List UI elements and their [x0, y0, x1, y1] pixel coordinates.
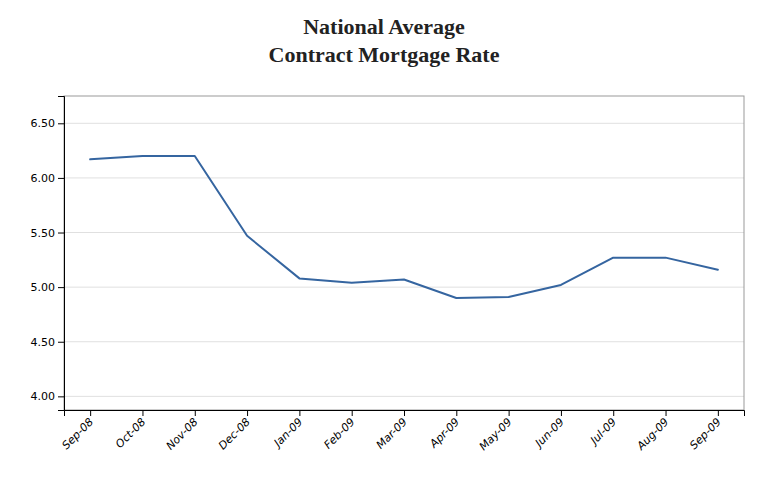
- x-tick-label: Feb-09: [321, 416, 357, 452]
- x-tick-label: Aug-09: [634, 416, 672, 454]
- grid-line: [64, 123, 744, 124]
- chart-title-line: National Average: [303, 14, 465, 39]
- x-tick-mark: [404, 410, 405, 416]
- y-tick-mark: [58, 123, 64, 124]
- x-tick-mark: [509, 410, 510, 416]
- x-tick: Nov-08: [164, 410, 201, 453]
- x-tick-label: Apr-09: [427, 416, 463, 452]
- x-tick-mark: [666, 410, 667, 416]
- x-tick-mark: [352, 410, 353, 416]
- x-axis: Sep-08 Oct-08 Nov-08 Dec-08 Jan-09 Feb-09 Mar-…: [59, 410, 744, 453]
- chart-title: National Average Contract Mortgage Rate: [269, 14, 500, 67]
- y-tick-mark: [58, 342, 64, 343]
- x-tick-mark: [90, 410, 91, 416]
- chart-container: National Average Contract Mortgage Rate 4.…: [0, 0, 768, 480]
- grid-line: [64, 177, 744, 178]
- grid-line: [64, 341, 744, 342]
- y-tick-label: 4.50: [31, 336, 56, 349]
- x-tick: Jan-09: [270, 410, 305, 451]
- marks: [90, 156, 718, 298]
- y-tick: 6.00: [31, 172, 65, 185]
- y-tick-label: 6.00: [31, 172, 56, 185]
- x-tick-label: Jan-09: [270, 416, 305, 451]
- y-axis-line: [58, 97, 65, 411]
- x-axis-line: [65, 411, 745, 417]
- grid: [64, 123, 744, 396]
- plot-frame: [64, 96, 744, 410]
- y-axis: 4.00 4.50 5.00 5.50 6.00 6.50: [31, 97, 65, 411]
- x-tick-label: May-09: [477, 416, 515, 454]
- x-tick: Mar-09: [374, 410, 410, 452]
- x-tick-mark: [718, 410, 719, 416]
- y-tick-label: 6.50: [31, 117, 56, 130]
- grid-line: [64, 232, 744, 233]
- x-tick-label: Nov-08: [164, 416, 201, 453]
- y-tick-label: 5.50: [31, 227, 56, 240]
- chart-title-line: Contract Mortgage Rate: [269, 42, 500, 67]
- x-tick-mark: [299, 410, 300, 416]
- x-tick-label: Mar-09: [374, 416, 410, 452]
- x-tick: Aug-09: [634, 410, 672, 453]
- y-tick: 4.00: [31, 390, 65, 403]
- x-tick-label: Sep-08: [59, 416, 96, 453]
- y-tick-mark: [58, 287, 64, 288]
- x-tick-label: Sep-09: [687, 416, 724, 453]
- y-tick-mark: [58, 233, 64, 234]
- y-tick: 5.00: [31, 281, 65, 294]
- x-tick: Sep-09: [687, 410, 724, 452]
- x-tick: Dec-08: [216, 410, 253, 452]
- x-tick-mark: [613, 410, 614, 416]
- x-tick: Jun-09: [531, 410, 566, 451]
- x-tick: Sep-08: [59, 410, 96, 452]
- x-tick-label: Jul-09: [586, 416, 619, 449]
- y-tick: 5.50: [31, 227, 65, 240]
- x-tick: Jul-09: [586, 410, 619, 448]
- plot-area: 4.00 4.50 5.00 5.50 6.00 6.50 Sep-08 Oct-08 Nov-…: [31, 96, 745, 453]
- x-tick-mark: [456, 410, 457, 416]
- x-tick-label: Oct-08: [113, 416, 148, 451]
- x-tick: Apr-09: [427, 410, 463, 451]
- x-tick-mark: [247, 410, 248, 416]
- line: [90, 156, 718, 298]
- x-tick: Oct-08: [113, 410, 148, 451]
- y-tick-mark: [58, 396, 64, 397]
- y-tick-label: 5.00: [31, 281, 56, 294]
- y-tick-mark: [58, 178, 64, 179]
- chart-svg: National Average Contract Mortgage Rate 4.…: [0, 0, 768, 480]
- x-tick-mark: [195, 410, 196, 416]
- y-tick-label: 4.00: [31, 390, 56, 403]
- x-tick: May-09: [477, 410, 515, 453]
- x-tick: Feb-09: [321, 410, 357, 452]
- grid-line: [64, 287, 744, 288]
- x-tick-mark: [561, 410, 562, 416]
- x-tick-label: Jun-09: [531, 416, 566, 451]
- grid-line: [64, 396, 744, 397]
- x-tick-label: Dec-08: [216, 416, 253, 453]
- x-tick-mark: [142, 410, 143, 416]
- y-tick: 4.50: [31, 336, 65, 349]
- y-tick: 6.50: [31, 117, 65, 130]
